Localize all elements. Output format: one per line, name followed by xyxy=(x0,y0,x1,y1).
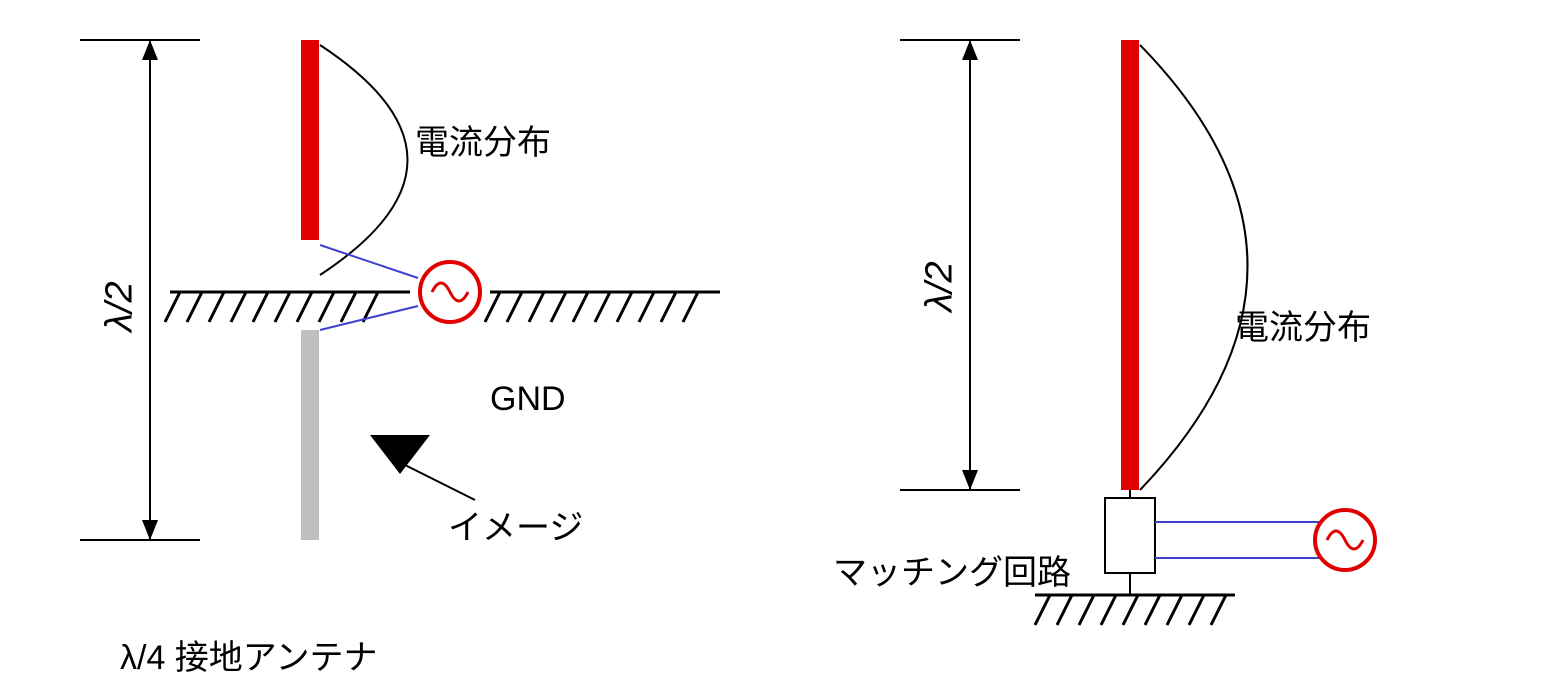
right-lambda-label: λ/2 xyxy=(919,261,962,311)
right-curve-label: 電流分布 xyxy=(1235,300,1371,349)
bottom-title-label: λ/4 接地アンテナ xyxy=(120,630,377,679)
image-label: イメージ xyxy=(448,500,583,549)
gnd-label: GND xyxy=(490,380,566,419)
match-label: マッチング回路 xyxy=(833,545,1071,594)
left-lambda-label: λ/2 xyxy=(99,281,142,331)
left-curve-label: 電流分布 xyxy=(415,115,551,164)
